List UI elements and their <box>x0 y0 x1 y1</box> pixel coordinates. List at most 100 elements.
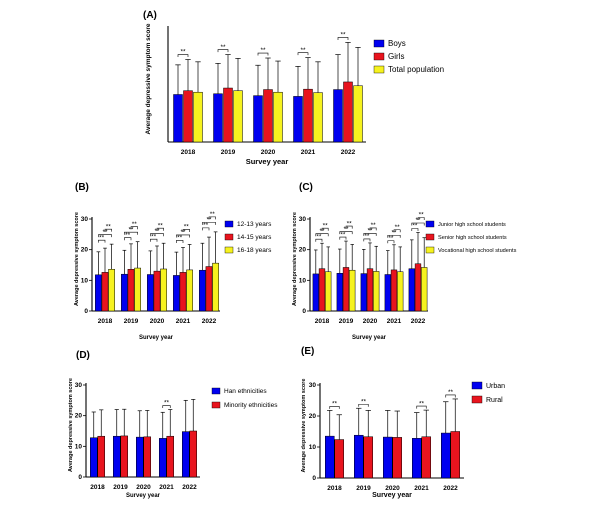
significance-label: ** <box>395 224 401 231</box>
legend-swatch <box>471 395 483 404</box>
significance-bracket <box>363 238 371 242</box>
x-axis-title: Survey year <box>139 335 174 341</box>
significance-bracket <box>387 234 401 238</box>
chart-panel-e: (E) 0 10 20 30 2018 2019 2020 2021 2022 ** ** ** ** Su… <box>301 346 505 499</box>
bar-total-population-2022 <box>353 85 363 143</box>
bar-junior-high-school-students-2018 <box>312 273 319 312</box>
significance-label: ** <box>364 233 370 240</box>
x-tick-label: 2019 <box>356 485 371 492</box>
significance-label: ** <box>316 233 322 240</box>
x-tick-label: 2018 <box>90 484 105 491</box>
significance-label: ** <box>415 217 421 224</box>
significance-bracket <box>130 226 138 230</box>
bar-junior-high-school-students-2020 <box>360 273 367 312</box>
significance-label: ** <box>260 47 266 54</box>
y-tick-label: 0 <box>78 474 82 481</box>
y-tick-label: 0 <box>302 308 306 315</box>
legend-label: 16-18 years <box>237 247 272 254</box>
legend-swatch <box>211 401 221 409</box>
legend-label: Boys <box>388 39 406 48</box>
x-tick-label: 2021 <box>414 485 429 492</box>
significance-bracket <box>345 225 353 229</box>
bar-urban-2020 <box>383 436 393 479</box>
legend-swatch <box>425 246 435 254</box>
bar-boys-2019 <box>213 93 223 143</box>
legend-swatch <box>471 381 483 390</box>
significance-bracket <box>176 234 190 238</box>
bar-total-population-2019 <box>233 90 243 143</box>
significance-bracket <box>315 233 329 237</box>
significance-bracket <box>202 222 216 225</box>
bar-girls-2019 <box>223 87 233 143</box>
significance-bracket <box>202 227 210 231</box>
significance-bracket <box>339 236 347 240</box>
significance-bracket <box>411 222 425 226</box>
legend: Boys Girls Total population <box>373 39 444 74</box>
significance-bracket <box>124 231 138 235</box>
bar-junior-high-school-students-2019 <box>336 273 343 312</box>
legend: Han ethnicities Minority ethnicities <box>211 387 278 409</box>
bar-girls-2020 <box>263 89 273 143</box>
legend-swatch <box>373 39 385 48</box>
significance-label: ** <box>106 223 112 230</box>
bar-han-ethnicities-2018 <box>90 437 98 478</box>
bar-urban-2021 <box>412 438 422 479</box>
significance-bracket <box>182 229 190 232</box>
panel-label: (C) <box>299 182 313 193</box>
significance-label: ** <box>340 231 346 238</box>
bar-12-13-years-2020 <box>147 274 154 312</box>
significance-label: ** <box>412 223 418 230</box>
significance-bracket <box>150 238 158 242</box>
x-tick-label: 2018 <box>181 149 196 156</box>
significance-bracket <box>393 229 401 233</box>
significance-bracket <box>124 237 132 241</box>
bar-vocational-high-school-students-2022 <box>421 267 428 312</box>
significance-label: ** <box>371 222 377 229</box>
bar-vocational-high-school-students-2021 <box>397 271 404 312</box>
legend-swatch <box>373 65 385 74</box>
significance-bracket <box>217 49 229 53</box>
bar-total-population-2018 <box>193 91 203 143</box>
legend-label: Junior high school students <box>438 222 506 228</box>
legend-label: Senior high school students <box>438 235 507 241</box>
bar-boys-2021 <box>293 96 303 143</box>
significance-label: ** <box>332 401 338 408</box>
bar-urban-2019 <box>354 434 364 479</box>
bar-junior-high-school-students-2022 <box>408 268 415 312</box>
significance-bracket <box>411 228 419 231</box>
significance-bracket <box>387 240 395 244</box>
significance-label: ** <box>347 220 353 227</box>
x-tick-label: 2019 <box>113 484 128 491</box>
significance-label: ** <box>388 235 394 242</box>
legend: Junior high school students Senior high s… <box>425 220 517 254</box>
significance-bracket <box>339 231 353 235</box>
significance-bracket <box>363 233 377 236</box>
significance-label: ** <box>367 228 373 235</box>
significance-bracket <box>208 216 216 220</box>
legend-label: Han ethnicities <box>224 388 267 395</box>
bar-12-13-years-2022 <box>199 269 206 312</box>
y-tick-label: 10 <box>309 444 317 451</box>
significance-label: ** <box>164 400 170 407</box>
bar-boys-2022 <box>333 89 343 143</box>
legend-swatch <box>425 233 435 241</box>
bar-14-15-years-2018 <box>101 272 109 312</box>
significance-bracket <box>321 227 329 231</box>
bar-boys-2020 <box>253 95 263 143</box>
bar-vocational-high-school-students-2020 <box>373 271 380 312</box>
x-tick-label: 2019 <box>221 149 236 156</box>
bar-14-15-years-2020 <box>153 270 161 312</box>
bar-rural-2018 <box>334 439 344 479</box>
significance-label: ** <box>340 32 346 39</box>
y-tick-label: 0 <box>84 308 88 315</box>
bar-han-ethnicities-2019 <box>113 435 121 478</box>
significance-bracket <box>315 238 323 242</box>
bar-boys-2018 <box>173 94 183 143</box>
legend: Urban Rural <box>471 381 505 404</box>
y-tick-label: 20 <box>81 247 89 254</box>
x-tick-label: 2022 <box>411 318 426 325</box>
x-tick-label: 2021 <box>301 149 316 156</box>
y-tick-label: 10 <box>75 443 83 450</box>
